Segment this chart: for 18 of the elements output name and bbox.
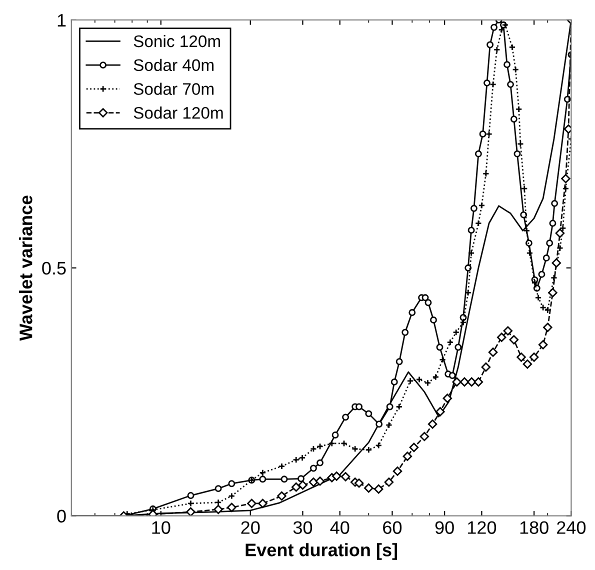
y-axis-title: Wavelet variance [19, 196, 32, 341]
y-tick-label: 0.5 [42, 262, 66, 275]
x-tick-label: 60 [383, 521, 402, 534]
x-tick-label: 10 [152, 521, 170, 534]
x-tick-label: 30 [293, 521, 312, 534]
x-tick-label: 120 [468, 521, 496, 534]
x-tick-label: 90 [435, 521, 454, 534]
legend-label: Sonic 120m [134, 34, 220, 48]
x-tick-label: 40 [330, 521, 350, 534]
x-tick-label: 240 [557, 521, 586, 534]
legend-label: Sodar 40m [134, 58, 214, 72]
legend-label: Sodar 70m [134, 82, 214, 95]
x-axis-title: Event duration [s] [246, 543, 398, 560]
y-tick-label: 0 [57, 510, 66, 523]
y-tick-label: 1 [58, 14, 66, 26]
x-tick-label: 20 [241, 521, 260, 534]
x-tick-label: 180 [520, 521, 548, 534]
legend-label: Sodar 120m [134, 106, 223, 119]
